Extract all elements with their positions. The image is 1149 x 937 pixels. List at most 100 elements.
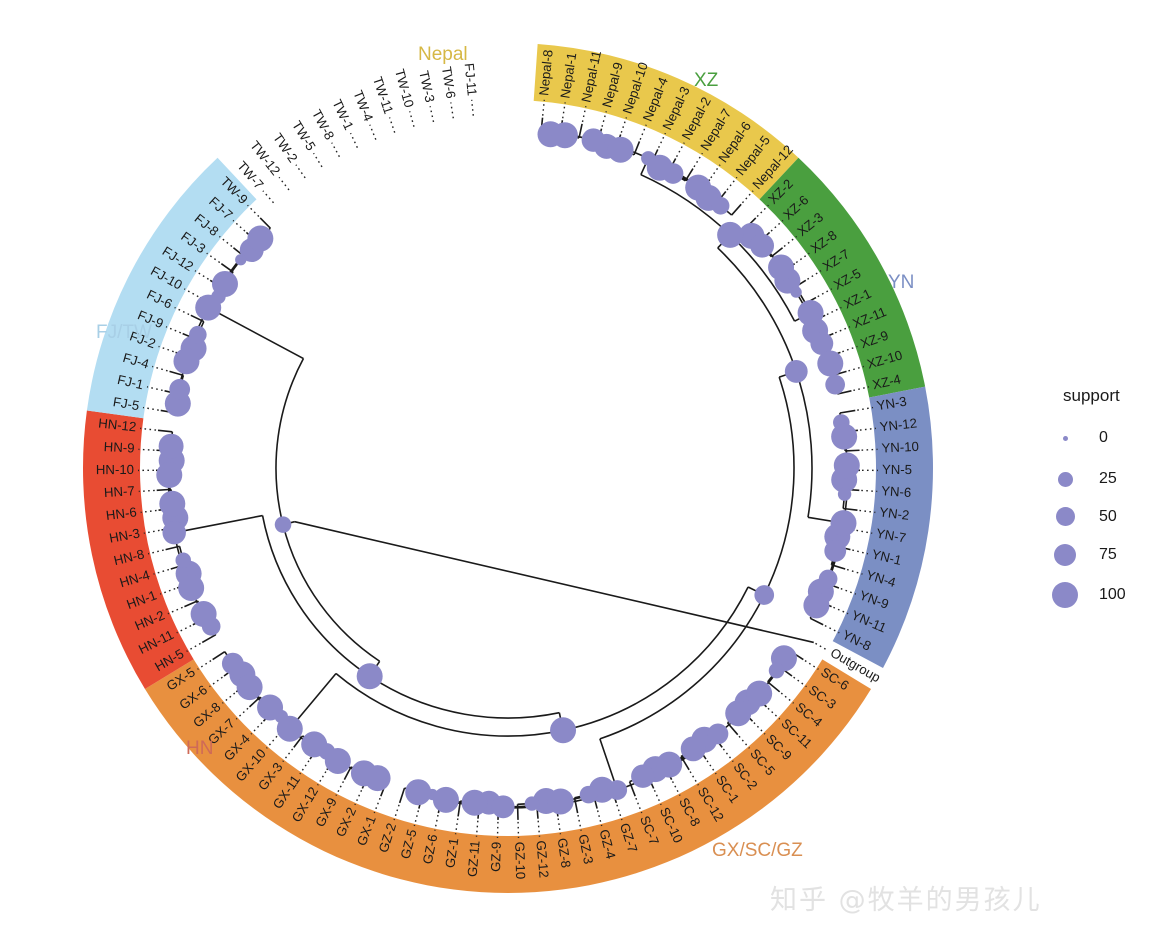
tip-label: GZ-4 — [596, 828, 618, 861]
legend-dot-icon — [1045, 544, 1085, 566]
tip-leader — [846, 568, 863, 575]
tip-leader — [726, 176, 738, 191]
tip-leader — [197, 660, 212, 670]
tip-leader — [153, 568, 170, 575]
tip-leader — [331, 142, 341, 158]
watermark-text: 知乎 @牧羊的男孩儿 — [770, 885, 1042, 916]
legend-dot-icon — [1045, 582, 1085, 608]
support-node — [641, 151, 656, 166]
legend-dot-icon — [1045, 435, 1085, 441]
tip-leader — [265, 735, 278, 749]
tip-leader — [756, 204, 769, 218]
tip-leader — [861, 448, 878, 451]
support-node — [236, 674, 263, 701]
tip-leader — [295, 164, 306, 179]
tip-label: FJ-1 — [116, 372, 145, 392]
tip-leader — [833, 606, 849, 615]
tip-label: YN-3 — [876, 394, 908, 414]
support-node — [831, 423, 858, 450]
tip-leader — [167, 606, 183, 615]
tip-label: YN-7 — [875, 526, 907, 546]
legend-label: 75 — [1099, 546, 1117, 563]
support-node — [350, 760, 377, 787]
tip-leader — [250, 722, 263, 735]
tip-leader — [722, 748, 734, 763]
tip-leader — [282, 748, 294, 763]
group-band-hn — [82, 410, 194, 690]
tip-leader — [165, 326, 182, 334]
tip-leader — [542, 99, 545, 116]
support-node — [631, 764, 655, 788]
tip-leader — [349, 132, 358, 148]
group-band-gx-sc-gz — [144, 659, 872, 893]
tip-label: TW-3 — [416, 69, 437, 103]
support-node — [750, 233, 775, 258]
support-node — [301, 731, 328, 758]
tip-label: YN-2 — [879, 504, 911, 522]
tip-label: XZ-4 — [871, 371, 902, 392]
tip-label: GZ-8 — [555, 837, 574, 869]
tip-leader — [262, 190, 275, 204]
tip-label: HN-6 — [105, 504, 137, 523]
tip-leader — [738, 735, 751, 749]
tip-label: YN-5 — [882, 462, 912, 477]
tip-leader — [335, 781, 345, 796]
tip-leader — [635, 797, 643, 814]
tip-leader — [429, 106, 435, 123]
tip-label: TW-10 — [392, 67, 417, 109]
support-node — [178, 574, 205, 601]
support-node — [190, 601, 217, 628]
tip-label: HN-8 — [112, 546, 145, 568]
tip-leader — [158, 345, 174, 353]
tip-leader — [859, 427, 876, 431]
support-node — [680, 736, 706, 762]
support-node — [551, 122, 578, 149]
group-band-xz — [759, 157, 926, 398]
tip-leader — [753, 722, 766, 735]
tip-leader — [848, 365, 864, 372]
support-node — [656, 751, 683, 778]
support-node — [274, 516, 292, 533]
group-label-gx-sc-gz: GX/SC/GZ — [712, 840, 803, 861]
tip-leader — [658, 132, 667, 148]
tip-leader — [853, 386, 870, 392]
support-node — [524, 796, 540, 811]
legend-entry: 0 — [1045, 429, 1108, 447]
legend-entry: 75 — [1045, 544, 1117, 566]
support-node — [607, 780, 628, 800]
tip-leader — [817, 288, 833, 298]
support-node — [803, 592, 830, 619]
support-node — [581, 128, 606, 152]
tip-label: YN-12 — [879, 415, 918, 434]
tip-leader — [861, 489, 878, 493]
tip-label: HN-3 — [108, 526, 141, 546]
support-node — [356, 663, 383, 690]
tip-leader — [221, 692, 236, 704]
legend-label: 100 — [1099, 586, 1126, 603]
tip-leader — [537, 820, 541, 837]
tip-leader — [147, 549, 164, 555]
tip-leader — [826, 306, 842, 316]
tip-leader — [710, 164, 721, 179]
tip-label: GZ-10 — [512, 842, 528, 880]
tip-leader — [475, 820, 479, 837]
tip-leader — [577, 814, 582, 831]
tip-label: GZ-3 — [576, 833, 597, 865]
support-node — [824, 540, 847, 562]
group-label-yn: YN — [888, 272, 915, 293]
tip-leader — [639, 124, 647, 140]
support-node — [746, 680, 773, 707]
tip-leader — [601, 111, 607, 127]
tip-leader — [689, 771, 699, 786]
tip-leader — [741, 190, 754, 204]
tip-leader — [852, 549, 869, 555]
tip-leader — [312, 152, 323, 168]
tip-label: YN-6 — [881, 483, 912, 500]
support-node — [754, 585, 775, 605]
tip-leader — [247, 204, 260, 218]
tip-leader — [373, 797, 381, 814]
tip-leader — [299, 760, 310, 775]
support-node — [221, 652, 244, 675]
legend-title: support — [1063, 386, 1120, 405]
tip-leader — [706, 760, 717, 775]
